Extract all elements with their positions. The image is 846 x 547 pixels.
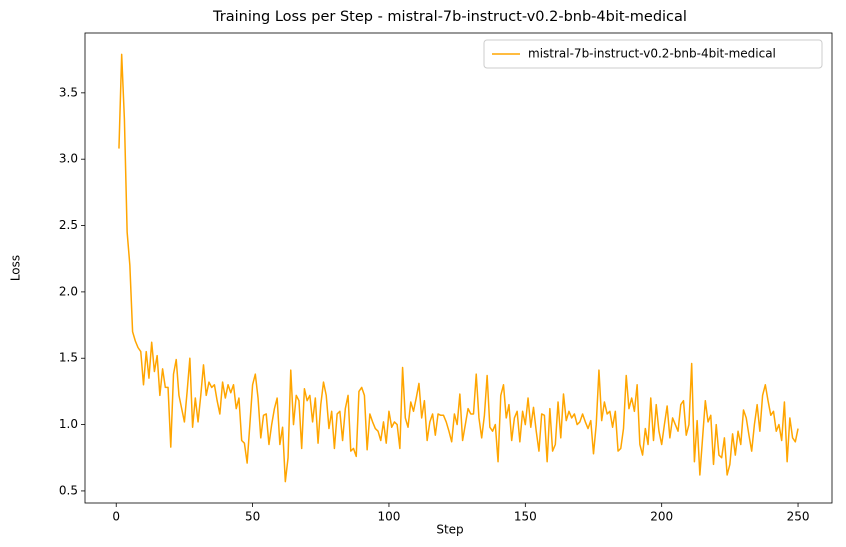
x-tick-label: 150 <box>514 510 537 524</box>
loss-line <box>118 53 799 483</box>
plot-area <box>84 32 833 504</box>
y-tick-label: 3.5 <box>59 85 78 99</box>
y-tick-label: 3.0 <box>59 152 78 166</box>
y-tick-label: 2.0 <box>59 284 78 298</box>
y-tick-label: 1.0 <box>59 417 78 431</box>
x-tick-label: 50 <box>245 510 260 524</box>
y-axis-label: Loss <box>9 255 23 281</box>
x-tick-label: 100 <box>378 510 401 524</box>
x-tick-label: 200 <box>650 510 673 524</box>
legend: mistral-7b-instruct-v0.2-bnb-4bit-medica… <box>483 39 823 69</box>
legend-label: mistral-7b-instruct-v0.2-bnb-4bit-medica… <box>528 47 776 61</box>
x-axis-label: Step <box>436 523 463 537</box>
x-tick-label: 250 <box>787 510 810 524</box>
y-tick-label: 0.5 <box>59 483 78 497</box>
legend-box <box>483 39 823 69</box>
x-tick-label: 0 <box>112 510 120 524</box>
y-tick-label: 1.5 <box>59 351 78 365</box>
chart-title: Training Loss per Step - mistral-7b-inst… <box>212 9 687 25</box>
y-tick-label: 2.5 <box>59 218 78 232</box>
